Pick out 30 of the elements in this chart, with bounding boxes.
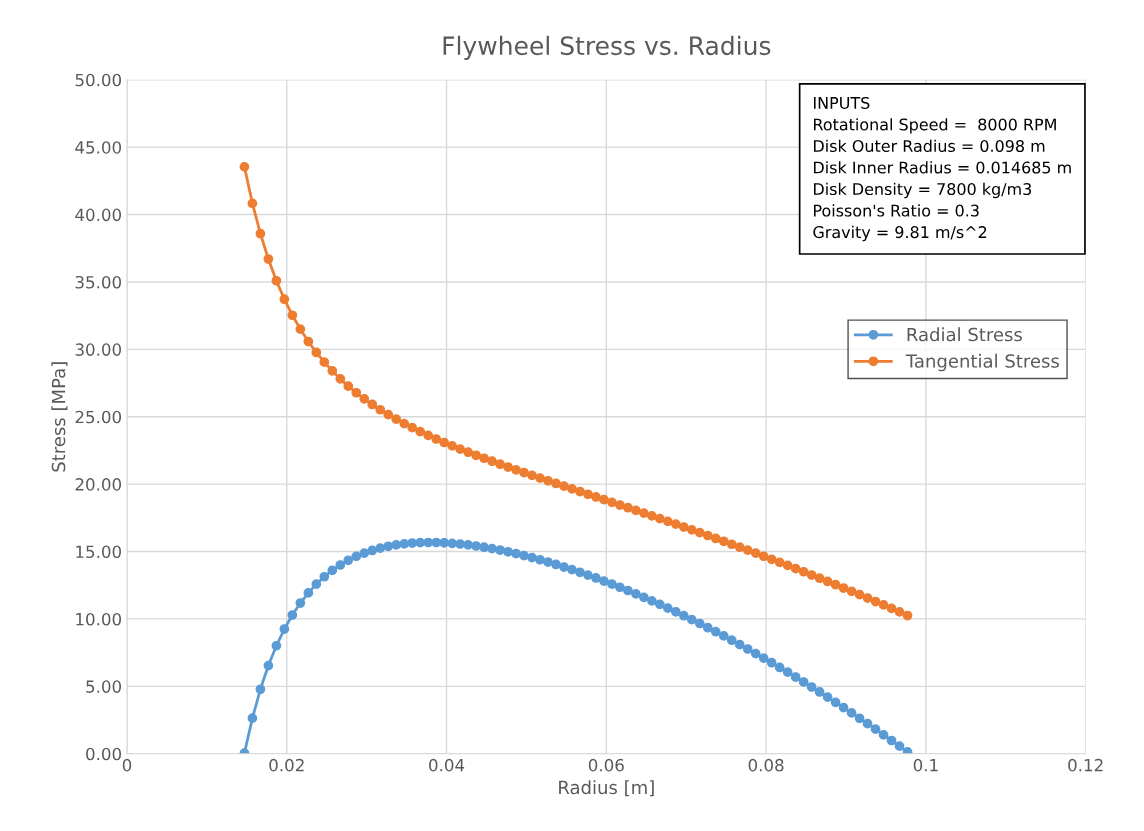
y-tick-label: 45.00	[75, 141, 122, 154]
x-tick-label: 0.06	[588, 758, 624, 772]
annotation: Gravity = 9.81 m/s^2	[813, 225, 987, 242]
y-tick-label: 50.00	[75, 73, 122, 87]
annotation: INPUTS	[814, 96, 870, 109]
y-tick-label: 5.00	[86, 680, 122, 693]
y-tick-label: 40.00	[75, 208, 122, 222]
annotation: Rotational Speed = 8000 RPM	[814, 118, 1056, 134]
annotation: Disk Outer Radius = 0.098 m	[814, 139, 1045, 153]
y-axis-title: Stress [MPa]	[51, 362, 68, 472]
x-tick-label: 0.1	[913, 758, 938, 772]
y-tick-label: 20.00	[75, 478, 122, 491]
x-tick-label: 0.02	[269, 758, 304, 772]
chart-title: Flywheel Stress vs. Radius	[443, 35, 771, 60]
annotation: Poisson's Ratio = 0.3	[814, 204, 979, 217]
x-tick-label: 0	[122, 758, 132, 772]
y-tick-label: 30.00	[75, 343, 122, 356]
x-tick-label: 0.12	[1068, 758, 1103, 772]
y-tick-label: 10.00	[76, 612, 122, 626]
y-tick-label: 25.00	[75, 410, 122, 424]
x-tick-label: 0.08	[748, 758, 784, 772]
y-tick-label: 35.00	[75, 275, 122, 289]
y-tick-label: 15.00	[76, 545, 122, 559]
y-tick-label: 0.00	[86, 747, 122, 761]
legend-label: Radial Stress	[907, 327, 1022, 342]
annotation: Disk Inner Radius = 0.014685 m	[814, 161, 1071, 174]
x-axis-title: Radius [m]	[559, 780, 654, 797]
annotation: Disk Density = 7800 kg/m3	[814, 182, 1032, 199]
x-tick-label: 0.04	[429, 758, 465, 772]
legend-label: Tangential Stress	[905, 353, 1059, 372]
